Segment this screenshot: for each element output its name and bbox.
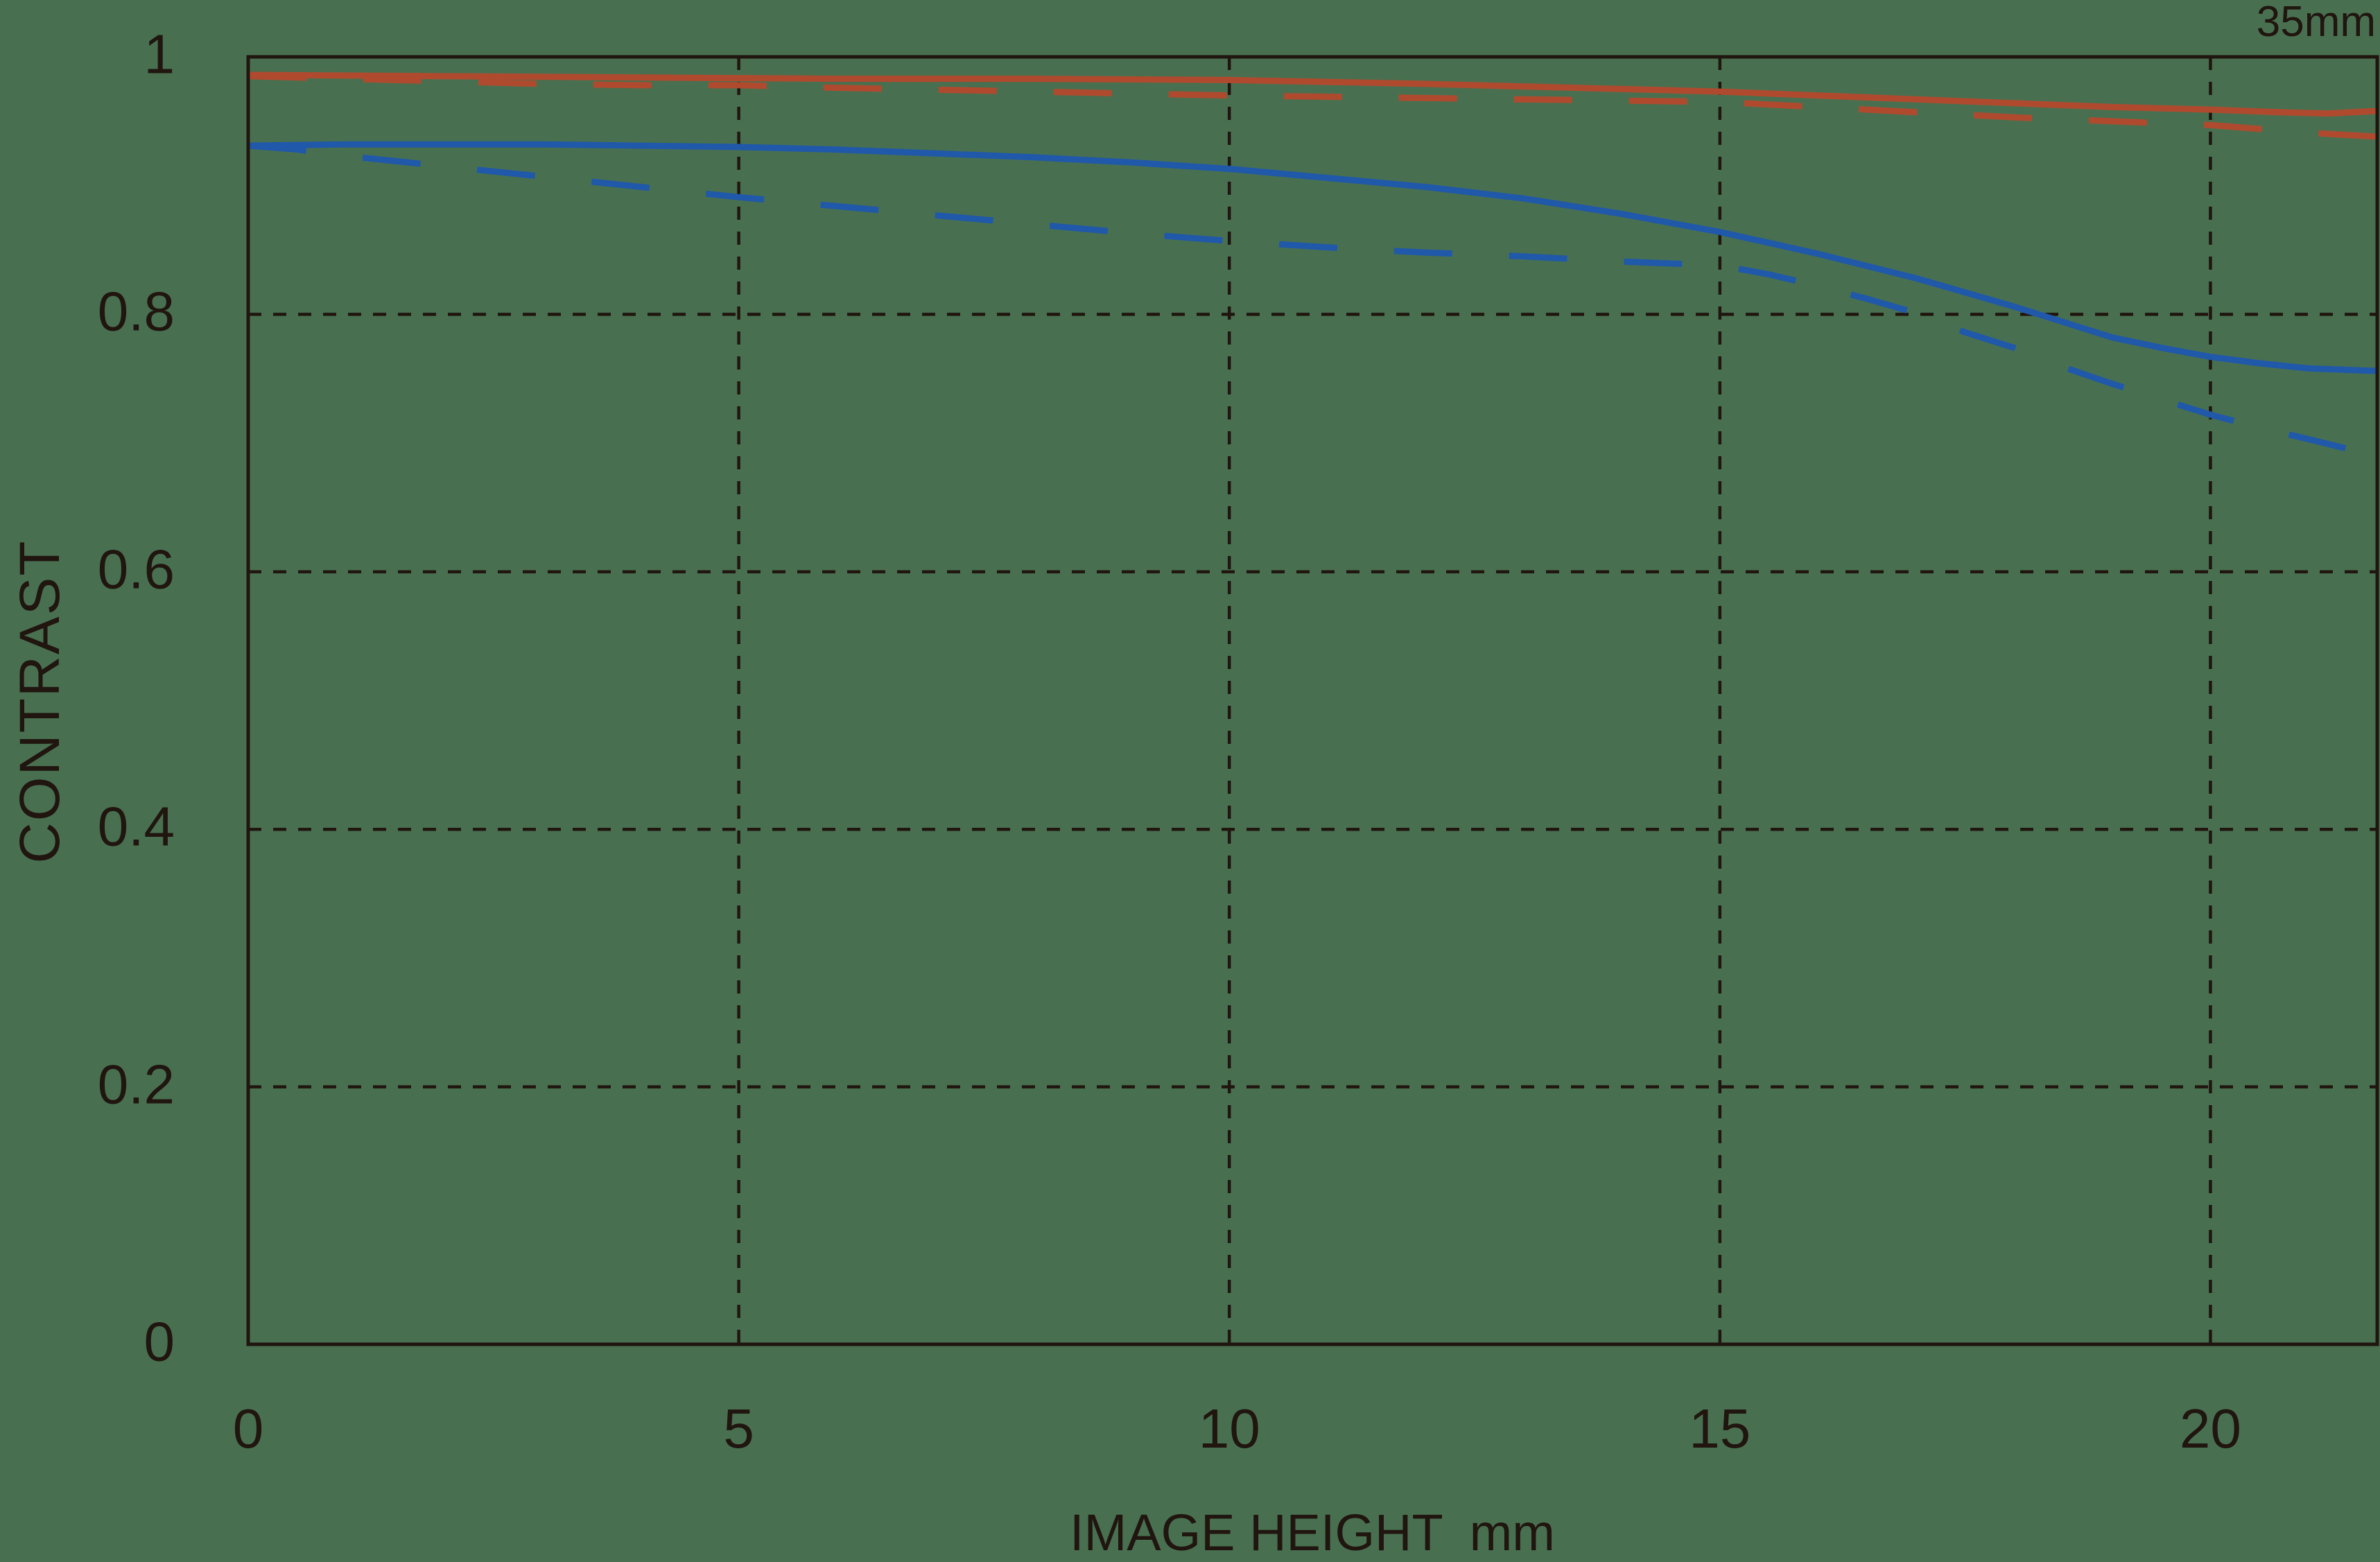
x-axis-label-text: IMAGE HEIGHT [1070,1504,1443,1561]
y-tick-label: 1 [144,23,175,85]
plot-border [246,55,2379,1346]
curve-blue-dashed [247,142,2379,460]
x-axis-unit: mm [1469,1504,1555,1561]
mtf-curves [247,71,2379,460]
x-tick-label: 15 [1689,1398,1751,1459]
curve-red-solid [247,71,2378,117]
x-tick-label: 10 [1198,1398,1260,1459]
y-tick-label: 0.2 [97,1052,175,1115]
curve-red-dashed [247,73,2378,140]
curve-blue-solid [247,141,2378,374]
y-tick-label: 0 [144,1310,175,1373]
x-tick-label: 0 [232,1398,264,1459]
chart-title: 35mm [2256,0,2376,46]
y-tick-label: 0.4 [97,795,175,858]
y-tick-label: 0.6 [97,538,175,600]
x-axis-label: IMAGE HEIGHT mm [1070,1503,1555,1562]
y-tick-label: 0.8 [97,280,175,342]
x-tick-label: 20 [2179,1398,2241,1459]
grid-lines [248,57,2377,1344]
x-tick-label: 5 [723,1398,754,1459]
